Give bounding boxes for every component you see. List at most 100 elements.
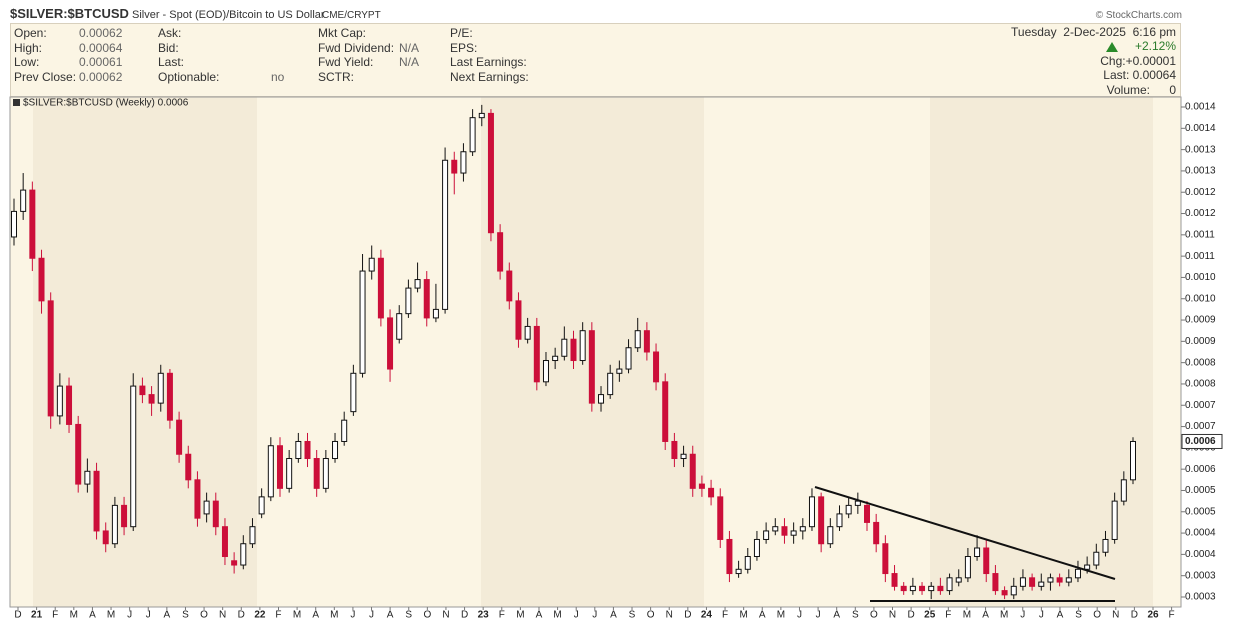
candle-body	[497, 232, 504, 272]
x-tick-label: A	[536, 610, 543, 621]
x-tick-label: M	[963, 610, 971, 621]
candle-body	[698, 483, 705, 489]
candle-body	[313, 458, 320, 489]
y-tick-label: 0.0004	[1185, 549, 1216, 560]
candle-body	[818, 496, 825, 545]
candle-body	[166, 372, 173, 421]
x-tick-label: 26	[1147, 610, 1159, 621]
candle-body	[735, 568, 742, 575]
candle-body	[212, 500, 219, 528]
candle-body	[1019, 577, 1026, 587]
field-value: 0.00062	[79, 26, 123, 40]
y-tick-label: 0.0005	[1185, 506, 1216, 517]
field-label: Ask:	[158, 26, 182, 40]
x-tick-label: D	[238, 610, 245, 621]
candle-body	[451, 159, 458, 174]
candle-body	[20, 189, 27, 212]
candle-body	[249, 526, 256, 545]
candle-body	[854, 500, 861, 506]
candle-body	[405, 287, 412, 315]
candle-body	[442, 159, 449, 310]
last: Last: 0.00064	[1103, 68, 1176, 82]
x-tick-label: M	[739, 610, 747, 621]
field-value: N/A	[399, 40, 420, 55]
field-label: Last Earnings:	[450, 55, 527, 69]
candle-body	[396, 313, 403, 340]
candle-body	[368, 257, 375, 272]
x-tick-label: A	[312, 610, 319, 621]
candle-body	[515, 300, 522, 340]
candle-body	[790, 530, 797, 536]
candle-body	[570, 338, 577, 362]
x-tick-label: F	[1169, 610, 1175, 621]
x-tick-label: M	[107, 610, 115, 621]
candle-body	[29, 189, 36, 259]
y-tick-label: 0.0009	[1185, 336, 1216, 347]
field-value: N/A	[399, 55, 420, 69]
candle-body	[258, 496, 265, 515]
info-panel: Open: 0.00062 High: 0.00064 Low: 0.00061 Prev …	[10, 23, 1181, 97]
y-tick-label: 0.0006	[1185, 464, 1216, 475]
candle-body	[891, 573, 898, 587]
x-tick-label: J	[1020, 610, 1025, 621]
candle-body	[56, 385, 63, 417]
x-tick-label: D	[461, 610, 468, 621]
candle-body	[900, 585, 907, 592]
candle-body	[1093, 551, 1100, 566]
x-tick-label: F	[275, 610, 281, 621]
candle-body	[882, 543, 889, 575]
field-label: Mkt Cap:	[318, 26, 367, 40]
candle-body	[974, 547, 981, 558]
candle-body	[130, 385, 137, 528]
x-tick-label: S	[1075, 610, 1082, 621]
field-value: 0.00061	[79, 55, 123, 69]
candle-body	[487, 112, 494, 234]
y-tick-label: 0.0007	[1185, 400, 1216, 411]
y-tick-label: 0.0013	[1185, 144, 1216, 155]
candle-body	[542, 360, 549, 383]
candle-body	[1029, 577, 1036, 587]
exchange: CME/CRYPT	[322, 10, 381, 21]
candle-body	[937, 585, 944, 592]
legend-icon	[13, 99, 20, 106]
x-tick-label: O	[1093, 610, 1101, 621]
x-tick-label: J	[816, 610, 821, 621]
x-tick-label: J	[369, 610, 374, 621]
candle-body	[964, 556, 971, 579]
candle-body	[506, 270, 513, 302]
candle-body	[276, 445, 283, 489]
legend: $SILVER:$BTCUSD (Weekly) 0.0006	[23, 98, 189, 109]
credit: © StockCharts.com	[1095, 10, 1182, 21]
candle-body	[946, 577, 953, 592]
candle-body	[1074, 568, 1081, 579]
candle-body	[928, 585, 935, 592]
candle-body	[359, 270, 366, 374]
date: Tuesday 2-Dec-2025 6:16 pm	[1011, 25, 1176, 39]
candle-body	[469, 117, 476, 153]
field-label: Fwd Yield:	[318, 55, 374, 69]
candle-body	[1038, 581, 1045, 587]
x-tick-label: M	[70, 610, 78, 621]
y-tick-label: 0.0013	[1185, 166, 1216, 177]
x-tick-label: N	[1112, 610, 1119, 621]
x-tick-label: A	[164, 610, 171, 621]
x-tick-label: F	[722, 610, 728, 621]
field-value: 0.00062	[79, 69, 123, 84]
candle-body	[350, 372, 357, 413]
x-tick-label: S	[405, 610, 412, 621]
y-tick-label: 0.0014	[1185, 102, 1216, 113]
candle-body	[387, 317, 394, 370]
field-label: Bid:	[158, 40, 179, 55]
x-tick-label: A	[833, 610, 840, 621]
candle-body	[643, 330, 650, 353]
x-tick-label: N	[666, 610, 673, 621]
field-value: 0.00064	[79, 40, 123, 55]
y-tick-label: 0.0010	[1185, 293, 1216, 304]
candle-body	[552, 355, 559, 362]
candle-body	[221, 526, 228, 558]
candle-body	[955, 577, 962, 583]
candle-body	[662, 381, 669, 442]
field-value: no	[271, 69, 285, 84]
x-tick-label: S	[852, 610, 859, 621]
